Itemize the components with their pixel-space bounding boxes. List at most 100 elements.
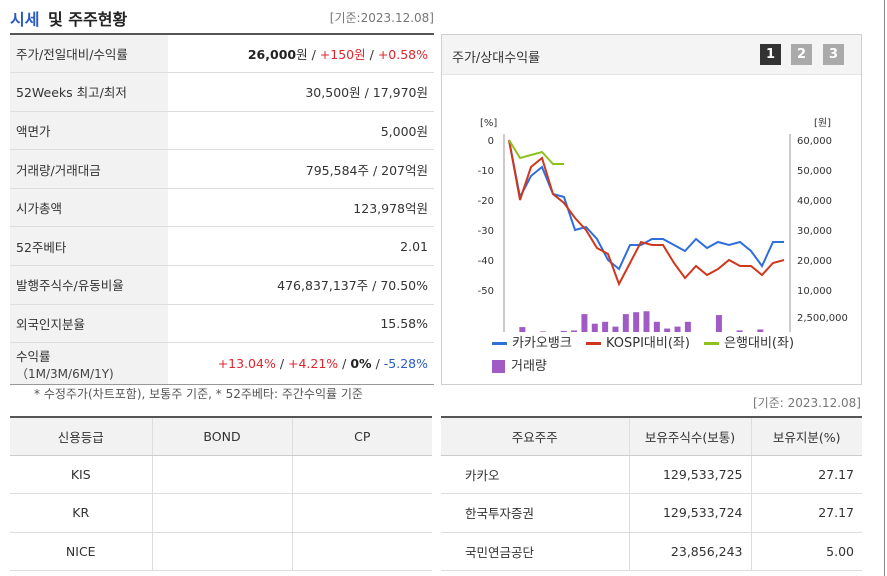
legend-item[interactable]: 거래량: [492, 355, 547, 374]
right-tick-label: 40,000: [797, 196, 832, 207]
legend-swatch: [704, 342, 720, 345]
section-title: 및 주주현황: [48, 10, 128, 29]
section-title-highlight: 시세: [10, 10, 40, 29]
table-row: NICE: [10, 532, 432, 571]
chart-panel: 주가/상대수익률 1 2 3 [%] [원] 0 -10 -20 -30 -40 -50 60,…: [441, 34, 862, 385]
legend-item[interactable]: 은행대비(좌): [704, 332, 794, 351]
holder-name: 한국투자증권: [441, 493, 630, 533]
volume-bar: [560, 330, 567, 332]
left-tick-label: -50: [478, 286, 494, 297]
bond-rating: [152, 532, 293, 571]
footnote: * 수정주가(차트포함), 보통주 기준, * 52주베타: 주간수익률 기준: [34, 387, 363, 401]
series-line-1: [508, 139, 784, 271]
price-chart: [%] [원] 0 -10 -20 -30 -40 -50 60,000 50,000 40,000…: [478, 117, 848, 332]
major-holders-table: 주요주주 보유주식수(보통) 보유지분(%) 카카오 129,533,725 2…: [441, 416, 862, 571]
table-row: 52주베타 2.01: [10, 226, 434, 267]
cp-rating: [292, 532, 432, 571]
price-label: 주가/전일대비/수익률: [10, 34, 168, 74]
series-line-3: [508, 139, 564, 165]
left-tick-label: -30: [478, 226, 494, 237]
bond-rating: [152, 455, 293, 494]
legend-swatch: [585, 342, 601, 345]
volume-bar: [633, 312, 640, 332]
column-header: 신용등급: [10, 417, 153, 456]
volume-bar: [643, 311, 650, 332]
holder-ratio: 27.17: [751, 455, 862, 494]
volume-bar: [684, 321, 691, 332]
face-value: 5,000원: [168, 111, 434, 151]
price-rate: +0.58%: [377, 47, 428, 63]
volume-bar: [519, 327, 526, 332]
agency-name: KR: [10, 493, 153, 533]
table-row: KIS: [10, 455, 432, 494]
table-row: 발행주식수/유동비율 476,837,137주 / 70.50%: [10, 265, 434, 305]
left-axis-unit: [%]: [480, 118, 497, 129]
week52-value: 30,500원 / 17,970원: [168, 72, 434, 112]
table-row: 시가총액 123,978억원: [10, 188, 434, 228]
market-cap-value: 123,978억원: [168, 188, 434, 228]
holder-ratio: 5.00: [751, 532, 862, 571]
volume-bar: [581, 314, 588, 332]
legend-swatch: [492, 360, 505, 373]
section-title-bar: 시세 및 주주현황 [기준:2023.12.08]: [10, 0, 434, 34]
volume-bar: [736, 330, 743, 332]
beta-label: 52주베타: [10, 226, 168, 267]
chart-page-2-button[interactable]: 2: [791, 44, 812, 65]
column-header: 보유지분(%): [751, 417, 862, 456]
holder-shares: 23,856,243: [629, 532, 752, 571]
table-row: 국민연금공단 23,856,243 5.00: [441, 532, 862, 571]
holders-base-date: [기준: 2023.12.08]: [752, 396, 861, 410]
volume-tick-label: 2,500,000: [797, 313, 848, 324]
right-tick-label: 10,000: [797, 286, 832, 297]
holder-shares: 129,533,725: [629, 455, 752, 494]
volume-bar: [571, 330, 578, 332]
week52-label: 52Weeks 최고/최저: [10, 72, 168, 112]
left-tick-label: -40: [478, 256, 494, 267]
volume-bar: [664, 328, 671, 332]
table-row: 외국인지분율 15.58%: [10, 304, 434, 344]
chart-page-3-button[interactable]: 3: [823, 44, 844, 65]
series-line-2: [508, 139, 785, 287]
left-tick-label: 0: [488, 136, 494, 147]
volume-bar: [612, 326, 619, 332]
volume-bar: [622, 314, 629, 332]
column-header: CP: [292, 417, 432, 456]
legend-item[interactable]: 카카오뱅크: [492, 332, 572, 351]
price-info-table: 주가/전일대비/수익률 26,000원 / +150원 / +0.58% 52W…: [10, 33, 434, 386]
credit-rating-table: 신용등급 BOND CP KIS KR NICE: [10, 416, 432, 571]
holder-shares: 129,533,724: [629, 493, 752, 533]
holder-name: 카카오: [441, 455, 630, 494]
price-change: +150원: [319, 47, 366, 63]
volume-value: 795,584주 / 207억원: [168, 149, 434, 189]
face-value-label: 액면가: [10, 111, 168, 151]
right-axis-unit: [원]: [814, 117, 831, 129]
foreign-ratio-label: 외국인지분율: [10, 304, 168, 344]
volume-label: 거래량/거래대금: [10, 149, 168, 189]
volume-bar: [715, 315, 722, 332]
table-header-row: 신용등급 BOND CP: [10, 417, 432, 456]
volume-bar: [653, 321, 660, 332]
cp-rating: [292, 493, 432, 533]
table-row: 수익률 （1M/3M/6M/1Y) +13.04% / +4.21% / 0% /…: [10, 342, 434, 386]
shares-value: 476,837,137주 / 70.50%: [168, 265, 434, 305]
beta-value: 2.01: [168, 226, 434, 267]
left-tick-label: -10: [478, 166, 494, 177]
chart-page-1-button[interactable]: 1: [760, 44, 781, 65]
legend-swatch: [492, 342, 507, 345]
column-header: BOND: [152, 417, 293, 456]
left-tick-label: -20: [478, 196, 494, 207]
agency-name: NICE: [10, 532, 153, 571]
table-row: 한국투자증권 129,533,724 27.17: [441, 493, 862, 533]
bond-rating: [152, 493, 293, 533]
volume-bar: [591, 323, 598, 332]
legend-item[interactable]: KOSPI대비(좌): [585, 332, 690, 351]
scrollbar[interactable]: [884, 0, 887, 576]
table-row: 주가/전일대비/수익률 26,000원 / +150원 / +0.58%: [10, 34, 434, 74]
returns-value: +13.04% / +4.21% / 0% / -5.28%: [168, 342, 434, 386]
returns-label: 수익률 （1M/3M/6M/1Y): [10, 342, 168, 386]
volume-bar: [757, 329, 764, 332]
table-row: 52Weeks 최고/최저 30,500원 / 17,970원: [10, 72, 434, 112]
volume-bar: [540, 331, 547, 332]
table-row: 카카오 129,533,725 27.17: [441, 455, 862, 494]
table-row: KR: [10, 493, 432, 533]
